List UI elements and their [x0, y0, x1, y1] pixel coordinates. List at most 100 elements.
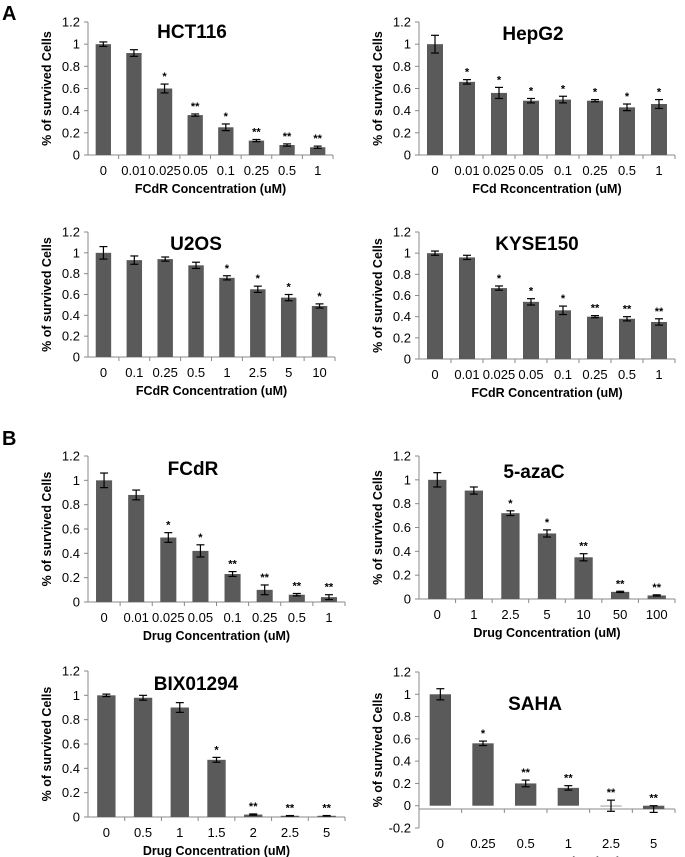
significance-label: * — [561, 83, 566, 95]
y-tick-label: 0.2 — [62, 125, 80, 140]
x-tick-label: 0.025 — [148, 163, 181, 178]
chart-title: KYSE150 — [495, 234, 578, 255]
error-bar — [495, 86, 503, 100]
y-tick-label: 0.8 — [393, 59, 411, 74]
bar — [619, 107, 635, 155]
significance-label: ** — [286, 803, 295, 815]
x-tick-label: 5 — [323, 825, 330, 840]
bar — [537, 533, 557, 599]
significance-label: * — [625, 91, 630, 103]
chart-title: HepG2 — [502, 24, 563, 45]
y-tick-label: 0.2 — [62, 570, 80, 585]
bar — [250, 289, 266, 357]
error-bar — [102, 693, 111, 698]
y-tick-label: -0.2 — [389, 821, 411, 836]
bar — [133, 697, 153, 817]
chart-4: 0 0.2 0.4 0.6 0.8 1 1.2 0 0.01 * 0.025 * 0.05 * 0.1 ** 0… — [371, 225, 676, 400]
y-tick-label: 0 — [73, 148, 80, 163]
x-tick-label: 1 — [655, 367, 662, 382]
x-tick-label: 0.5 — [288, 610, 306, 625]
y-axis-title: % of survived Cells — [371, 693, 385, 808]
y-tick-label: 0.4 — [393, 754, 411, 769]
y-tick-label: 0.4 — [62, 546, 80, 561]
bar — [491, 288, 507, 359]
error-bar — [436, 688, 445, 701]
error-bar — [463, 254, 471, 261]
y-axis-title: % of survived Cells — [371, 31, 385, 146]
x-tick-label: 0.25 — [153, 365, 178, 380]
error-bar — [283, 143, 292, 147]
bar — [311, 305, 328, 357]
x-tick-label: 1 — [655, 163, 662, 178]
error-bar — [527, 298, 535, 306]
significance-label: ** — [325, 582, 334, 594]
significance-label: ** — [623, 304, 632, 316]
x-tick-label: 0 — [103, 825, 110, 840]
error-bar — [616, 590, 625, 594]
significance-label: ** — [579, 541, 588, 553]
chart-title: U2OS — [170, 234, 222, 255]
significance-label: * — [529, 286, 534, 298]
chart-title: BIX01294 — [154, 674, 239, 695]
chart-title: SAHA — [508, 694, 562, 715]
error-bar — [495, 285, 503, 291]
x-tick-label: 1 — [470, 607, 477, 622]
error-bar — [292, 592, 301, 597]
significance-label: * — [287, 282, 292, 294]
x-tick-label: 0.025 — [483, 163, 516, 178]
significance-label: ** — [607, 787, 616, 799]
x-tick-label: 0.25 — [582, 367, 607, 382]
bar — [427, 44, 443, 155]
x-axis-title: FCdR Concentration (uM) — [136, 384, 287, 398]
bar — [128, 494, 145, 602]
significance-label: * — [497, 273, 502, 285]
bar — [95, 44, 111, 155]
x-axis-title: FCdR Concentration (uM) — [135, 182, 286, 196]
bar — [647, 595, 666, 599]
error-bar — [253, 285, 262, 294]
y-tick-label: 0.2 — [393, 125, 411, 140]
error-bar — [623, 316, 631, 322]
x-tick-label: 5 — [650, 836, 657, 851]
y-tick-label: 1.2 — [62, 225, 80, 240]
y-tick-label: 1.2 — [393, 665, 411, 680]
x-tick-label: 0 — [100, 365, 107, 380]
chart-title: 5-azaC — [503, 462, 565, 483]
x-tick-label: 10 — [312, 365, 326, 380]
significance-label: * — [561, 293, 566, 305]
x-tick-label: 0 — [100, 163, 107, 178]
error-bar — [655, 318, 663, 326]
x-tick-label: 0 — [431, 367, 438, 382]
bar — [491, 92, 507, 155]
bar — [207, 759, 226, 817]
y-tick-label: 0.8 — [393, 709, 411, 724]
error-bar — [431, 34, 439, 54]
bar — [126, 260, 143, 357]
y-tick-label: 0.8 — [393, 267, 411, 282]
x-tick-label: 0.25 — [252, 610, 277, 625]
y-axis-title: % of survived Cells — [40, 31, 54, 146]
significance-label: ** — [616, 578, 625, 590]
error-bar — [652, 594, 661, 597]
x-tick-label: 1 — [565, 836, 572, 851]
error-bar — [521, 779, 530, 788]
error-bar — [579, 553, 588, 562]
significance-label: * — [545, 517, 550, 529]
bar — [219, 277, 235, 357]
bar — [256, 589, 273, 602]
bar — [515, 783, 537, 806]
significance-label: ** — [521, 767, 530, 779]
x-tick-label: 0.05 — [183, 163, 208, 178]
chart-5: 0 0.2 0.4 0.6 0.8 1 1.2 0 0.01 * 0.025 * 0.05 ** 0.1 **… — [40, 449, 346, 643]
x-tick-label: 0.1 — [224, 610, 242, 625]
y-tick-label: 0.8 — [62, 59, 80, 74]
bar — [244, 814, 263, 817]
significance-label: * — [508, 498, 513, 510]
significance-label: ** — [191, 101, 200, 113]
y-tick-label: 0.8 — [62, 497, 80, 512]
y-tick-label: 1 — [404, 246, 411, 261]
significance-label: * — [162, 71, 167, 83]
x-tick-label: 2.5 — [602, 836, 620, 851]
error-bar — [161, 256, 170, 262]
bar — [429, 694, 451, 806]
